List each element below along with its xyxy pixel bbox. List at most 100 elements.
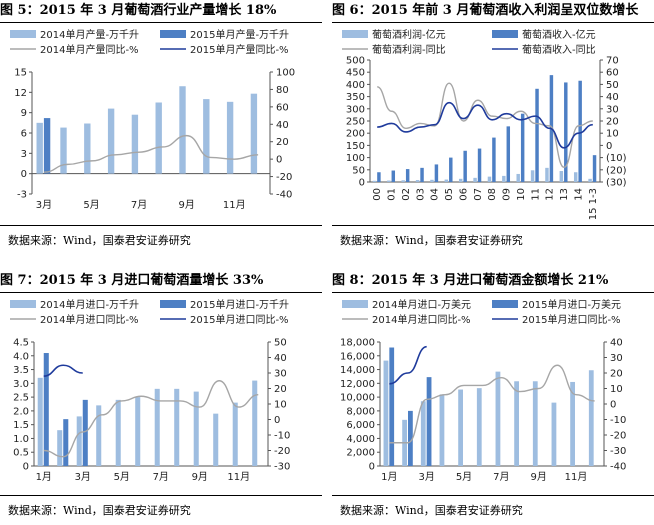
x-tick-label: 11月 xyxy=(565,471,588,483)
bar-group xyxy=(37,353,258,466)
source-note: 数据来源：Wind，国泰君安证券研究 xyxy=(340,234,523,247)
left-tick-label: 14,000 xyxy=(340,365,375,376)
right-tick-label: 10 xyxy=(606,129,619,140)
bar xyxy=(226,101,234,174)
chart-panel-revenue-profit: 图 6：2015 年前 3 月葡萄酒收入利润呈双位数增长 葡萄酒利润-亿元 葡萄酒… xyxy=(332,0,654,253)
bar xyxy=(135,397,141,466)
bar xyxy=(389,347,395,466)
left-tick-label: 0 xyxy=(21,169,27,180)
bar xyxy=(532,381,538,466)
legend-swatch xyxy=(342,300,368,308)
left-tick-label: 1.5 xyxy=(13,420,29,431)
bar xyxy=(420,167,424,182)
bar xyxy=(203,99,210,174)
series-line xyxy=(377,101,593,149)
legend-label: 2015单月产量-万千升 xyxy=(190,28,289,41)
series-line xyxy=(43,134,259,173)
legend-item: 2014单月进口-万美元 xyxy=(342,298,471,311)
left-tick-label: 2,000 xyxy=(346,448,375,459)
title-rule xyxy=(0,292,322,293)
left-tick-label: 6 xyxy=(21,129,27,140)
left-tick-label: 1.0 xyxy=(13,434,29,445)
left-tick-label: 150 xyxy=(346,141,365,152)
right-tick-label: 50 xyxy=(274,338,287,349)
title-rule xyxy=(0,22,322,23)
left-tick-label: 250 xyxy=(346,117,365,128)
left-tick-label: 16,000 xyxy=(340,351,375,362)
x-tick-label: 10 xyxy=(516,188,527,201)
legend-item: 葡萄酒利润-亿元 xyxy=(342,28,446,41)
bar xyxy=(564,82,568,182)
x-tick-label: 07 xyxy=(473,188,484,201)
bar xyxy=(551,402,557,466)
bar xyxy=(573,172,578,182)
x-tick-label: 7月 xyxy=(153,471,169,483)
x-tick-label: 3月 xyxy=(36,199,52,211)
x-tick-label: 9月 xyxy=(179,199,195,211)
bar xyxy=(449,157,453,182)
bar xyxy=(487,176,492,182)
chart-title: 图 7：2015 年 3 月进口葡萄酒量增长 33% xyxy=(0,273,264,288)
bar xyxy=(444,179,449,182)
bar xyxy=(84,123,91,174)
right-tick-label: 40 xyxy=(274,353,287,364)
right-tick-label: 20 xyxy=(606,117,619,128)
bar xyxy=(76,416,82,466)
right-tick-label: 20 xyxy=(274,384,287,395)
bar xyxy=(377,172,381,182)
bar xyxy=(179,86,186,174)
x-tick-label: 00 xyxy=(372,188,383,201)
left-tick-label: -3 xyxy=(17,190,27,201)
legend-item: 2014单月进口同比-% xyxy=(10,314,139,326)
legend-label: 2015单月进口同比-% xyxy=(522,314,621,326)
chart-legend: 2014单月进口-万美元 2015单月进口-万美元 2014单月进口同比-% 2015… xyxy=(342,298,621,326)
left-tick-label: 4,000 xyxy=(346,434,375,445)
bar xyxy=(252,380,258,466)
bar-group xyxy=(36,86,258,174)
bar xyxy=(559,171,564,182)
legend-label: 2015单月进口-万美元 xyxy=(522,298,621,311)
x-tick-label: 06 xyxy=(458,188,469,201)
x-tick-label: 11月 xyxy=(227,471,250,483)
bar xyxy=(43,353,49,466)
bar xyxy=(213,413,219,466)
bar xyxy=(426,377,432,466)
legend-swatch xyxy=(492,300,518,308)
left-tick-label: 6,000 xyxy=(346,420,375,431)
bar xyxy=(131,114,139,174)
chart-panel-import-value: 图 8：2015 年 3 月进口葡萄酒金额增长 21% 2014单月进口-万美元… xyxy=(332,270,654,523)
x-tick-label: 1月 xyxy=(36,471,52,483)
title-rule xyxy=(332,22,654,23)
bar xyxy=(420,401,426,466)
right-tick-label: 0 xyxy=(274,415,280,426)
right-tick-label: -30 xyxy=(274,462,290,473)
legend-swatch xyxy=(160,300,186,308)
x-tick-label: 9月 xyxy=(530,471,546,483)
left-tick-label: 0 xyxy=(369,462,375,473)
x-tick-label: 08 xyxy=(487,188,498,201)
legend-label: 2014单月产量-万千升 xyxy=(40,28,139,41)
bar xyxy=(387,180,391,182)
legend-label: 2014单月进口-万美元 xyxy=(372,298,471,311)
left-tick-label: 2.5 xyxy=(13,393,29,404)
bar xyxy=(458,178,463,182)
legend-item: 2015单月进口同比-% xyxy=(492,314,621,326)
bar xyxy=(477,148,482,182)
legend-label: 葡萄酒利润-亿元 xyxy=(372,28,446,41)
chart-title: 图 8：2015 年 3 月进口葡萄酒金额增长 21% xyxy=(332,273,609,288)
legend-swatch xyxy=(492,30,518,38)
x-tick-label: 3月 xyxy=(75,471,91,483)
legend-label: 2014单月进口同比-% xyxy=(372,314,471,326)
bar xyxy=(154,388,160,466)
right-tick-label: 80 xyxy=(276,85,289,96)
bar xyxy=(155,102,162,174)
x-tick-label: 09 xyxy=(502,188,513,201)
bar xyxy=(250,93,258,174)
legend-item: 2014单月产量同比-% xyxy=(10,43,139,56)
x-tick-label: 5月 xyxy=(456,471,472,483)
right-tick-label: 0 xyxy=(606,141,612,152)
right-tick-label: 30 xyxy=(606,104,619,115)
series-line xyxy=(389,345,427,385)
